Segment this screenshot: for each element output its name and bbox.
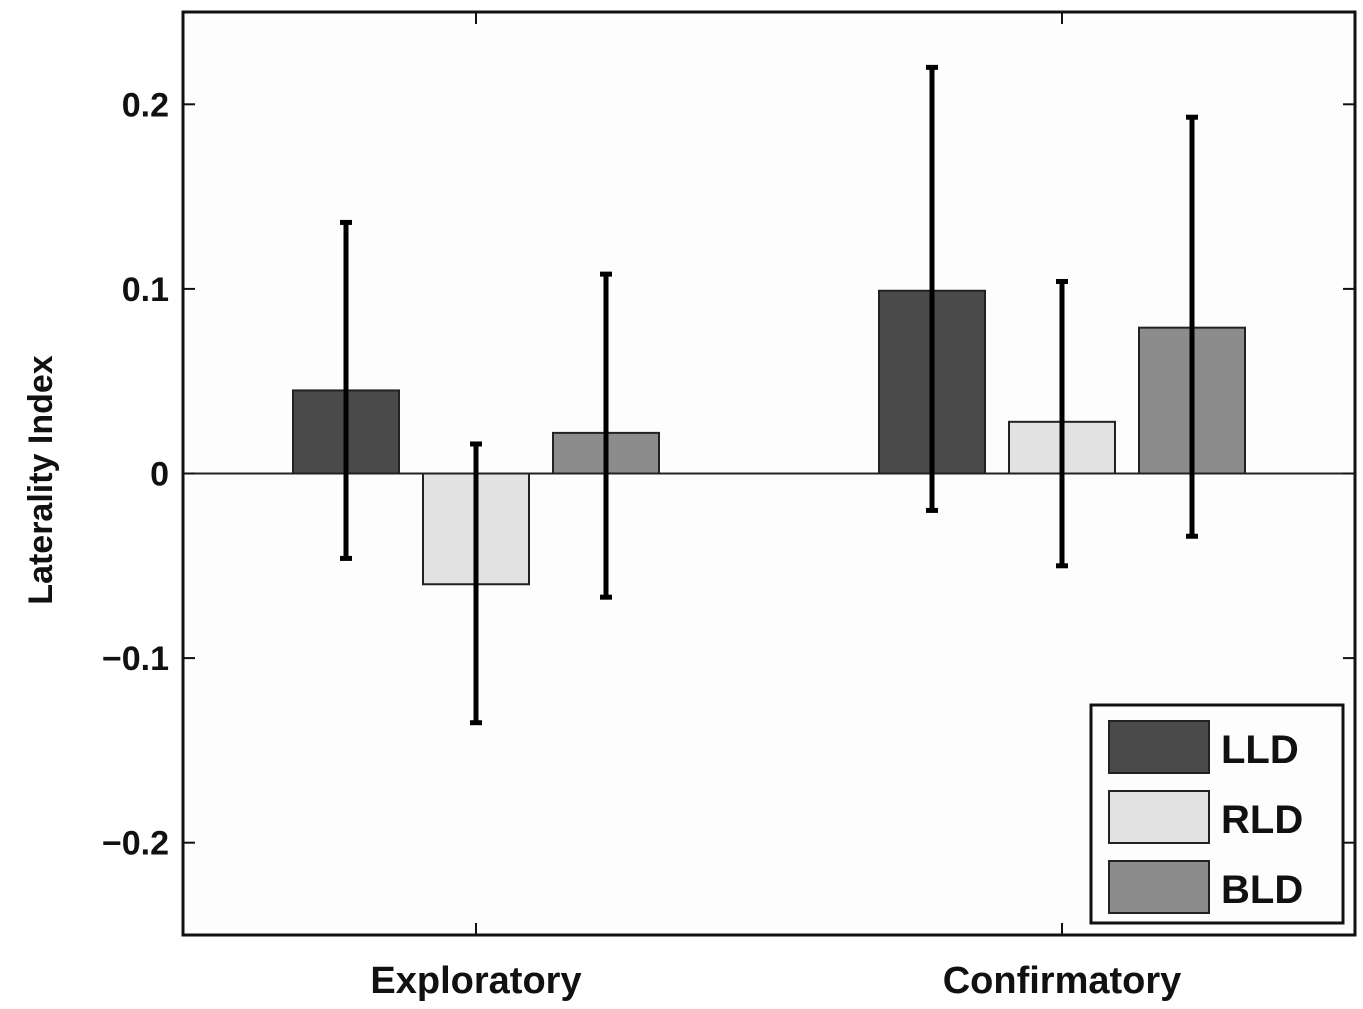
legend-swatch-rld	[1108, 790, 1210, 844]
y-tick-label: −0.2	[102, 825, 169, 863]
y-tick-label: 0.1	[122, 271, 169, 309]
y-tick-label: −0.1	[102, 640, 169, 678]
axes: −0.2 −0.1 0 0.1 0.2 Exploratory Confirmatory	[102, 12, 1355, 1002]
legend-label-rld: RLD	[1221, 798, 1303, 842]
chart-marks	[183, 64, 1355, 726]
y-tick-label: 0	[150, 456, 169, 494]
legend-swatch-bld	[1108, 860, 1210, 914]
y-axis-label: Laterality Index	[22, 355, 60, 605]
legend-swatch-lld	[1108, 720, 1210, 774]
y-tick-label: 0.2	[122, 86, 169, 124]
x-tick-label: Confirmatory	[943, 960, 1182, 1002]
legend-label-bld: BLD	[1221, 868, 1303, 912]
legend: LLD RLD BLD	[1089, 703, 1345, 925]
x-tick-label: Exploratory	[370, 960, 581, 1002]
legend-label-lld: LLD	[1221, 728, 1299, 772]
